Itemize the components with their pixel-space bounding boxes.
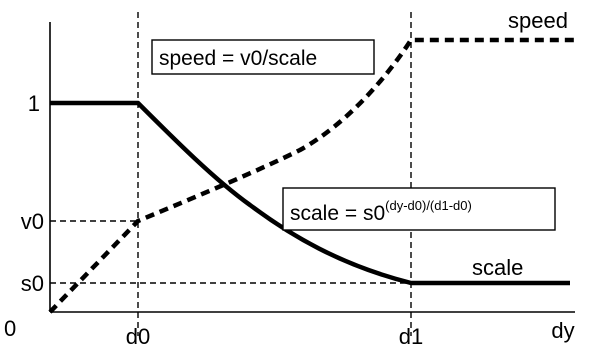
origin-label: 0 [4,316,16,341]
y-tick-s0: s0 [21,271,44,296]
y-tick-1: 1 [28,91,40,116]
speed-formula-box [151,39,375,75]
x-tick-d1: d1 [399,324,423,349]
x-tick-d0: d0 [126,324,150,349]
speed-curve-label: speed [508,8,568,33]
speed-formula: speed = v0/scale [159,47,317,70]
scale-formula-box [282,187,556,231]
speed-curve [48,37,575,314]
scale-curve [50,100,570,286]
scale-curve-label: scale [472,255,523,280]
scale-formula: scale = s0(dy-d0)/(d1-d0) [290,198,472,225]
scale-formula-base: scale = s0 [290,202,385,225]
x-axis-label: dy [551,318,574,343]
y-tick-v0: v0 [21,209,44,234]
scale-formula-exponent: (dy-d0)/(d1-d0) [385,198,472,213]
